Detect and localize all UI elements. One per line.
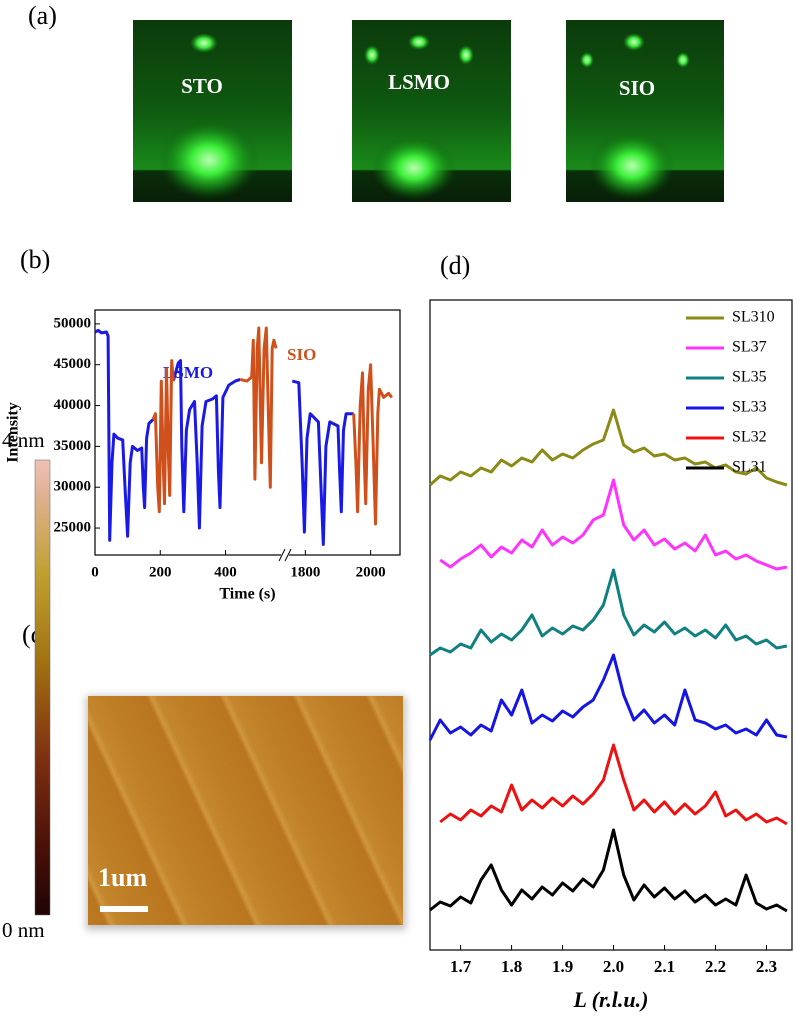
- y-tick-label: 30000: [54, 479, 92, 495]
- rheed-label: STO: [181, 74, 223, 98]
- x-tick-label: 2.2: [705, 957, 726, 976]
- series-line: [439, 743, 788, 826]
- series-line: [94, 328, 354, 546]
- axis-break: [278, 548, 286, 562]
- x-tick-label: 200: [149, 564, 172, 580]
- x-tick-label: 2.1: [654, 957, 675, 976]
- y-axis-label: Intensity: [5, 402, 22, 462]
- colorbar: [34, 459, 51, 916]
- axis-break-gap: [281, 549, 290, 561]
- y-tick-label: 25000: [54, 519, 92, 535]
- x-tick-label: 2.0: [603, 957, 624, 976]
- x-tick-label: 1.7: [450, 957, 472, 976]
- x-tick-label: 1.9: [552, 957, 573, 976]
- x-tick-label: 1.8: [501, 957, 522, 976]
- y-tick-label: 35000: [54, 438, 92, 454]
- legend-label: SL31: [732, 459, 767, 476]
- x-tick-label: 2000: [356, 564, 386, 580]
- plot-frame: [429, 299, 793, 951]
- series-line: [428, 653, 788, 741]
- colorbar-max: 4 nm: [2, 428, 45, 452]
- x-tick-label: 0: [91, 564, 99, 580]
- scale-bar: [100, 906, 148, 912]
- series-label: SIO: [287, 345, 316, 364]
- rheed-label: LSMO: [388, 70, 450, 94]
- y-tick-label: 45000: [54, 356, 92, 372]
- rheed-image: STO: [133, 20, 292, 202]
- rheed-image: LSMO: [352, 20, 511, 202]
- legend-label: SL32: [732, 429, 767, 446]
- legend-label: SL310: [732, 309, 775, 326]
- x-tick-label: 2.3: [756, 957, 777, 976]
- series-line: [429, 408, 788, 487]
- scale-bar-label: 1um: [98, 863, 147, 892]
- panel-label: (a): [28, 1, 57, 30]
- colorbar-min: 0 nm: [2, 918, 45, 942]
- axis-break: [284, 548, 292, 562]
- legend-label: SL33: [732, 399, 767, 416]
- series-line: [151, 326, 393, 526]
- rheed-image: SIO: [566, 20, 724, 202]
- afm-image: [88, 696, 403, 925]
- legend-label: SL37: [732, 339, 767, 356]
- rheed-label: SIO: [619, 76, 655, 100]
- legend-label: SL35: [732, 369, 767, 386]
- series-line: [429, 828, 788, 913]
- panel-label: (d): [440, 251, 470, 280]
- series-line: [429, 568, 788, 657]
- y-tick-label: 40000: [54, 397, 92, 413]
- plot-frame: [94, 309, 401, 556]
- x-axis-label: Time (s): [219, 586, 275, 603]
- x-axis-label: L (r.l.u.): [573, 987, 649, 1012]
- series-label: LSMO: [163, 363, 213, 382]
- panel-label: (b): [20, 245, 50, 274]
- x-tick-label: 400: [214, 564, 237, 580]
- y-tick-label: 50000: [54, 315, 92, 331]
- x-tick-label: 1800: [290, 564, 320, 580]
- series-line: [439, 478, 788, 571]
